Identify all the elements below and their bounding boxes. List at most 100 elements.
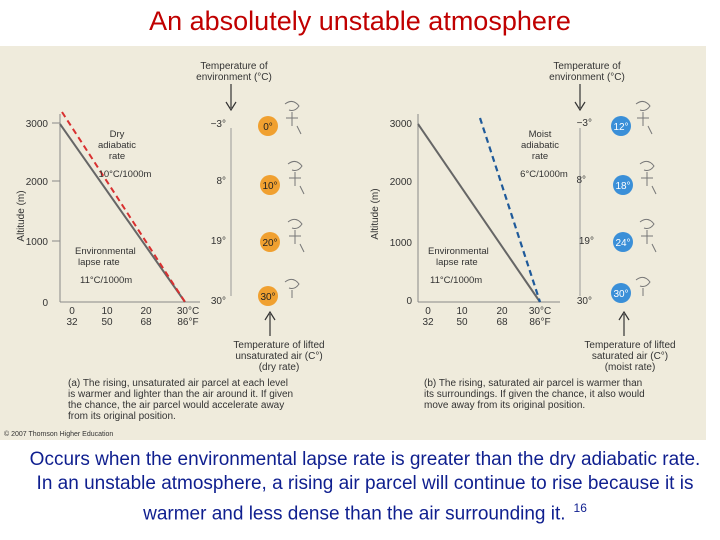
- panel-b-top-arrowhead: [574, 101, 586, 112]
- panel-a-env-temp-0: 30°: [211, 296, 226, 307]
- panel-a-env-temp-2000: 8°: [216, 176, 226, 187]
- panel-b-xtick-c-0: 0: [425, 306, 431, 317]
- panel-a-bottom-label-2: unsaturated air (C°): [235, 351, 322, 362]
- panel-b-note-2: its surroundings. If given the chance, i…: [424, 389, 645, 400]
- panel-b-env-label-1: Environmental: [428, 246, 489, 257]
- panel-b-parcel-temp-3000: 12°: [613, 122, 628, 133]
- panel-a-note-3: the chance, the air parcel would acceler…: [68, 400, 284, 411]
- panel-a-environmental-lapse-line: [59, 123, 186, 303]
- panel-a-top-label-1: Temperature of: [200, 61, 267, 72]
- panel-b-parcel-2000: [613, 175, 633, 195]
- panel-a-xtick-f-86: 86°F: [177, 317, 198, 328]
- panel-b-parcel-3000: [611, 116, 631, 136]
- copyright-notice: © 2007 Thomson Higher Education: [4, 430, 113, 438]
- panel-a-ytick-2000: 2000: [26, 177, 49, 188]
- panel-b-note-1: (b) The rising, saturated air parcel is …: [424, 378, 642, 389]
- panel-a-bottom-arrowhead: [264, 310, 276, 321]
- panel-a-env-temp-1000: 19°: [211, 236, 226, 247]
- panel-a-top-arrowhead: [225, 101, 237, 112]
- panel-b-ytick-1000: 1000: [390, 238, 413, 249]
- panel-b-env-temp-3000: −3°: [577, 118, 592, 129]
- panel-a-ytick-3000: 3000: [26, 119, 49, 130]
- panel-b-bottom-label-1: Temperature of lifted: [584, 340, 675, 351]
- panel-b-parcel-temp-0: 30°: [613, 289, 628, 300]
- panel-b-parcel-1000: [613, 232, 633, 252]
- panel-a-xtick-c-0: 0: [69, 306, 75, 317]
- panel-b-parcel-temp-1000: 24°: [615, 238, 630, 249]
- panel-b-env-temp-0: 30°: [577, 296, 592, 307]
- panel-a-parcel-3000: [258, 116, 278, 136]
- figure-svg: Temperature of environment (°C) Altitude…: [4, 61, 676, 438]
- panel-b-xtick-f-32: 32: [422, 317, 434, 328]
- panel-a-parcel-2000: [260, 175, 280, 195]
- panel-b-env-temp-1000: 19°: [579, 236, 594, 247]
- panel-b-ytick-3000: 3000: [390, 119, 413, 130]
- panel-a-xtick-f-50: 50: [101, 317, 113, 328]
- panel-a-env-temp-3000: −3°: [211, 119, 226, 130]
- panel-b-xtick-c-30: 30°C: [529, 306, 551, 317]
- panel-a-rate-label-3: rate: [109, 151, 125, 162]
- panel-a-rate-value: 10°C/1000m: [99, 169, 152, 180]
- panel-b-xtick-c-10: 10: [456, 306, 468, 317]
- panel-b-xtick-c-20: 20: [496, 306, 508, 317]
- panel-a-xtick-f-32: 32: [66, 317, 78, 328]
- panel-b-ytick-2000: 2000: [390, 177, 413, 188]
- panel-b-rate-label-3: rate: [532, 151, 548, 162]
- figure: Temperature of environment (°C) Altitude…: [0, 46, 706, 440]
- panel-b-top-label-2: environment (°C): [549, 72, 625, 83]
- panel-a-parcel-temp-2000: 10°: [262, 181, 277, 192]
- panel-b: Temperature of environment (°C) Altitude…: [370, 61, 676, 411]
- panel-b-rate-value: 6°C/1000m: [520, 169, 568, 180]
- panel-a-y-axis-label: Altitude (m): [16, 190, 27, 241]
- panel-b-sketches: [635, 100, 657, 296]
- panel-b-env-temp-2000: 8°: [576, 175, 586, 186]
- panel-a-top-label-2: environment (°C): [196, 72, 272, 83]
- panel-b-xtick-f-50: 50: [456, 317, 468, 328]
- panel-b-environmental-lapse-line: [417, 123, 541, 303]
- panel-b-note-3: move away from its original position.: [424, 400, 585, 411]
- panel-a-rate-label-1: Dry: [110, 129, 125, 140]
- panel-b-xtick-f-86: 86°F: [529, 317, 550, 328]
- panel-b-top-label-1: Temperature of: [553, 61, 620, 72]
- panel-b-ytick-0: 0: [406, 296, 412, 307]
- panel-a-env-label-1: Environmental: [75, 246, 136, 257]
- panel-b-rate-label-2: adiabatic: [521, 140, 559, 151]
- panel-a-note-1: (a) The rising, unsaturated air parcel a…: [68, 378, 288, 389]
- panel-b-bottom-label-2: saturated air (C°): [592, 351, 668, 362]
- panel-a-ytick-1000: 1000: [26, 237, 49, 248]
- panel-a-note-4: from its original position.: [68, 411, 176, 422]
- panel-b-moist-adiabatic-line: [478, 117, 542, 303]
- panel-a-parcel-1000: [260, 232, 280, 252]
- panel-b-y-axis-label: Altitude (m): [370, 188, 381, 239]
- panel-b-parcel-0: [611, 283, 631, 303]
- panel-b-env-label-2: lapse rate: [436, 257, 478, 268]
- panel-b-parcel-temp-2000: 18°: [615, 181, 630, 192]
- panel-b-xtick-f-68: 68: [496, 317, 508, 328]
- panel-a-xtick-c-30: 30°C: [177, 306, 199, 317]
- panel-a-xtick-c-20: 20: [140, 306, 152, 317]
- panel-a-bottom-label-1: Temperature of lifted: [233, 340, 324, 351]
- panel-a: Temperature of environment (°C) Altitude…: [16, 61, 325, 422]
- panel-a-xtick-f-68: 68: [140, 317, 152, 328]
- panel-a-parcel-temp-3000: 0°: [263, 122, 273, 133]
- slide-caption: Occurs when the environmental lapse rate…: [20, 448, 710, 526]
- panel-a-bottom-label-3: (dry rate): [259, 362, 300, 373]
- panel-a-rate-label-2: adiabatic: [98, 140, 136, 151]
- panel-a-env-label-2: lapse rate: [78, 257, 120, 268]
- panel-a-env-value: 11°C/1000m: [80, 275, 132, 286]
- caption-text: Occurs when the environmental lapse rate…: [29, 449, 701, 525]
- panel-a-parcel-temp-0: 30°: [260, 292, 275, 303]
- panel-a-parcel-0: [258, 286, 278, 306]
- panel-b-bottom-arrowhead: [618, 310, 630, 321]
- panel-a-parcel-temp-1000: 20°: [262, 238, 277, 249]
- panel-a-note-2: is warmer and lighter than the air aroun…: [68, 389, 293, 400]
- panel-a-xtick-c-10: 10: [101, 306, 113, 317]
- panel-a-ytick-0: 0: [42, 298, 48, 309]
- panel-b-rate-label-1: Moist: [529, 129, 552, 140]
- panel-a-dry-adiabatic-line: [61, 111, 186, 303]
- slide-title: An absolutely unstable atmosphere: [149, 6, 571, 36]
- slide-number: 16: [573, 501, 587, 515]
- panel-b-env-value: 11°C/1000m: [430, 275, 482, 286]
- panel-b-bottom-label-3: (moist rate): [605, 362, 656, 373]
- panel-a-sketches: [284, 100, 305, 298]
